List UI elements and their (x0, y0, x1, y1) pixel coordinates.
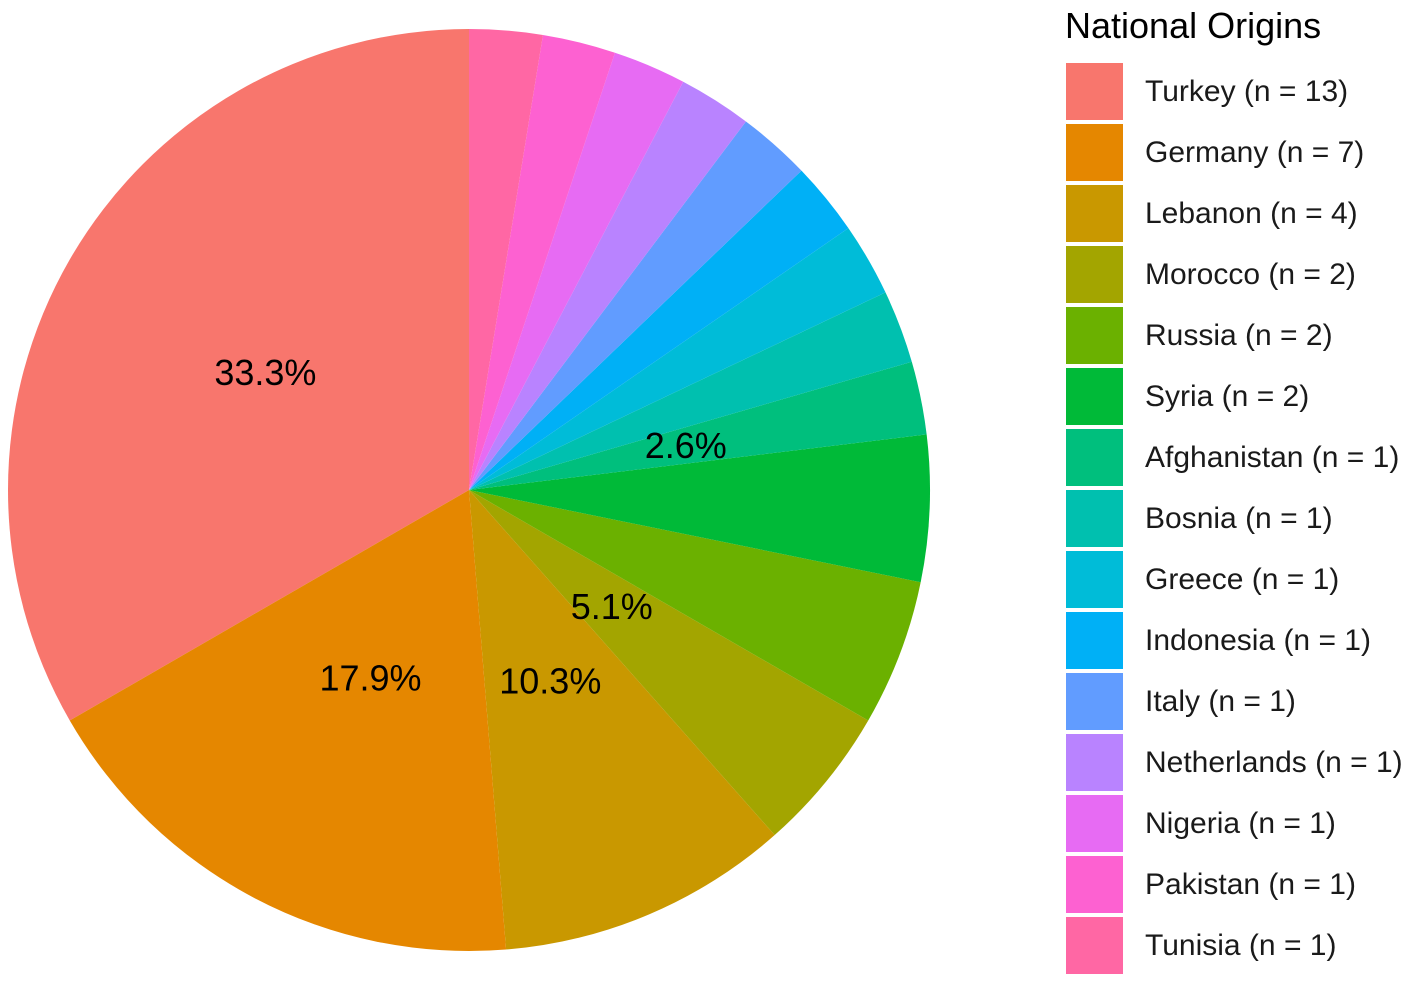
legend-label-turkey: Turkey (n = 13) (1145, 75, 1348, 108)
percent-label-morocco: 5.1% (571, 586, 653, 627)
pie-slice-bosnia (469, 292, 912, 490)
legend-key-italy (1066, 673, 1123, 730)
pie-slice-greece (469, 228, 886, 490)
legend-label-pakistan: Pakistan (n = 1) (1145, 868, 1356, 901)
legend-label-lebanon: Lebanon (n = 4) (1145, 197, 1358, 230)
legend-key-germany (1066, 124, 1123, 181)
legend-key-afghanistan (1066, 429, 1123, 486)
legend-key-nigeria (1066, 795, 1123, 852)
pie-slice-lebanon (469, 490, 775, 950)
pie-slice-indonesia (469, 170, 849, 490)
pie-slice-turkey (7, 29, 469, 721)
pie-slice-afghanistan (469, 361, 927, 490)
percent-label-afghanistan: 2.6% (645, 425, 727, 466)
legend-key-morocco (1066, 246, 1123, 303)
legend-key-syria (1066, 368, 1123, 425)
pie-slice-tunisia (469, 29, 543, 490)
percent-label-turkey: 33.3% (214, 352, 316, 393)
pie-slice-russia (469, 490, 921, 721)
legend: National Origins Turkey (n = 13) Germany … (1065, 5, 1403, 974)
legend-label-germany: Germany (n = 7) (1145, 136, 1364, 169)
pie-slice-morocco (469, 490, 869, 836)
pie-slice-nigeria (469, 52, 684, 490)
pie-slice-italy (469, 121, 802, 491)
legend-label-tunisia: Tunisia (n = 1) (1145, 929, 1336, 962)
legend-label-nigeria: Nigeria (n = 1) (1145, 807, 1336, 840)
percent-label-germany: 17.9% (319, 657, 421, 698)
pie-slices (7, 29, 930, 952)
legend-key-turkey (1066, 63, 1123, 120)
pie-slice-pakistan (469, 34, 615, 490)
percent-label-lebanon: 10.3% (499, 660, 601, 701)
pie-slice-syria (469, 434, 930, 583)
legend-key-indonesia (1066, 612, 1123, 669)
legend-label-bosnia: Bosnia (n = 1) (1145, 502, 1333, 535)
legend-label-syria: Syria (n = 2) (1145, 380, 1309, 413)
pie-slice-germany (69, 490, 507, 952)
legend-key-tunisia (1066, 917, 1123, 974)
legend-label-morocco: Morocco (n = 2) (1145, 258, 1356, 291)
legend-label-greece: Greece (n = 1) (1145, 563, 1339, 596)
legend-key-bosnia (1066, 490, 1123, 547)
legend-label-afghanistan: Afghanistan (n = 1) (1145, 441, 1399, 474)
legend-key-greece (1066, 551, 1123, 608)
legend-title: National Origins (1065, 5, 1321, 46)
pie-percent-labels: 33.3% 17.9% 10.3% 5.1% 2.6% (214, 352, 726, 701)
legend-key-netherlands (1066, 734, 1123, 791)
legend-key-pakistan (1066, 856, 1123, 913)
pie-slice-netherlands (469, 81, 746, 491)
legend-label-russia: Russia (n = 2) (1145, 319, 1333, 352)
legend-key-lebanon (1066, 185, 1123, 242)
legend-label-indonesia: Indonesia (n = 1) (1145, 624, 1371, 657)
legend-label-italy: Italy (n = 1) (1145, 685, 1296, 718)
legend-items: Turkey (n = 13) Germany (n = 7) Lebanon (n… (1066, 63, 1403, 974)
legend-label-netherlands: Netherlands (n = 1) (1145, 746, 1403, 779)
legend-key-russia (1066, 307, 1123, 364)
